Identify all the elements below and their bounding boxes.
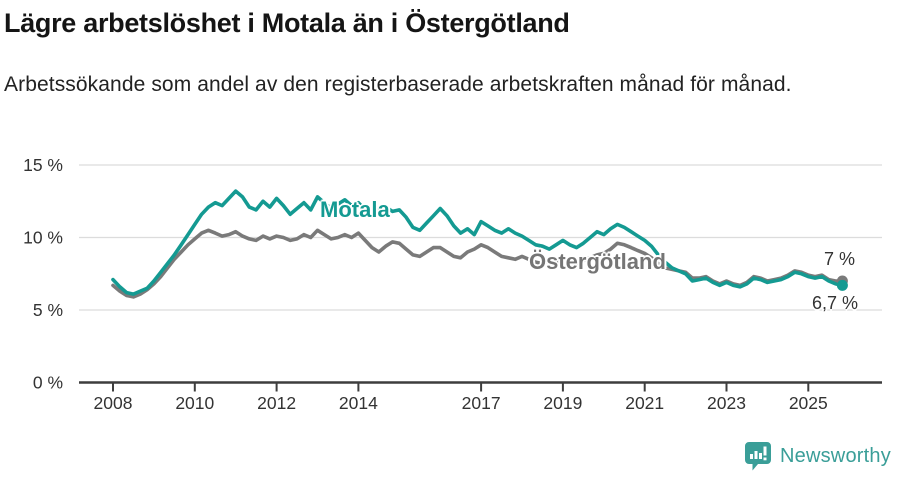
y-tick-label: 5 % bbox=[33, 300, 63, 320]
x-tick-label: 2012 bbox=[257, 393, 296, 413]
x-tick-label: 2023 bbox=[707, 393, 746, 413]
x-tick-label: 2014 bbox=[339, 393, 378, 413]
y-tick-label: 0 % bbox=[33, 373, 63, 393]
newsworthy-attribution: Newsworthy bbox=[744, 441, 891, 471]
newsworthy-logo-icon bbox=[745, 442, 771, 471]
page-title: Lägre arbetslöshet i Motala än i Östergö… bbox=[4, 8, 570, 38]
x-tick-label: 2017 bbox=[462, 393, 501, 413]
x-tick-label: 2010 bbox=[175, 393, 214, 413]
x-tick-label: 2021 bbox=[625, 393, 664, 413]
series-end-dot-motala bbox=[836, 279, 848, 291]
end-value-label-motala: 6,7 % bbox=[812, 293, 859, 313]
series-label-motala: Motala bbox=[320, 197, 390, 222]
y-tick-label: 15 % bbox=[23, 155, 63, 175]
end-value-label-ostergotland: 7 % bbox=[824, 249, 856, 269]
series-line-motala bbox=[111, 189, 845, 296]
y-tick-label: 10 % bbox=[23, 228, 63, 248]
chart-subtitle: Arbetssökande som andel av den registerb… bbox=[4, 73, 792, 96]
x-tick-label: 2025 bbox=[789, 393, 828, 413]
newsworthy-brand-text: Newsworthy bbox=[780, 444, 891, 467]
x-tick-label: 2019 bbox=[543, 393, 582, 413]
x-tick-label: 2008 bbox=[94, 393, 133, 413]
series-label-ostergotland: Östergötland bbox=[529, 249, 666, 274]
